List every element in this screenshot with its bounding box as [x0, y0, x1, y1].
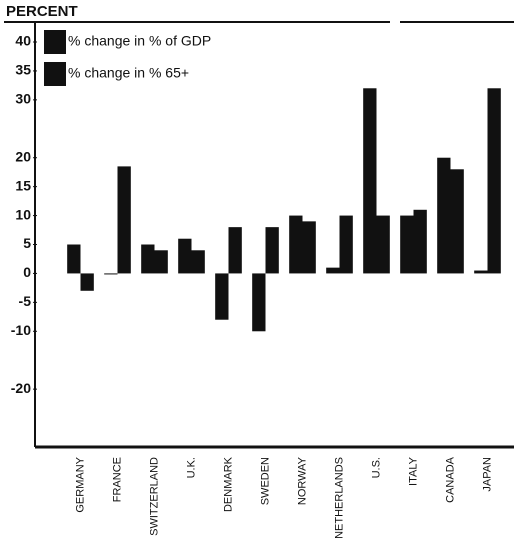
x-tick-label: SWITZERLAND — [148, 457, 160, 536]
legend-swatch — [44, 62, 66, 86]
bar — [67, 244, 81, 274]
chart-title: PERCENT — [6, 3, 78, 20]
bar — [104, 273, 118, 275]
x-tick-label: U.S. — [370, 457, 382, 478]
y-tick-label: 0 — [23, 264, 31, 280]
x-tick-label: DENMARK — [222, 456, 234, 512]
bar — [450, 169, 464, 274]
bar — [215, 273, 229, 320]
x-tick-label: NORWAY — [296, 456, 308, 505]
y-tick-label: 35 — [15, 62, 31, 78]
legend-label: % change in % of GDP — [68, 33, 211, 49]
bar — [80, 273, 94, 291]
bar — [474, 270, 488, 274]
y-tick-label: 15 — [15, 177, 31, 193]
bar — [154, 250, 168, 274]
y-tick-label: -20 — [11, 380, 31, 396]
bar — [376, 215, 390, 274]
y-tick-label: -10 — [11, 322, 31, 338]
bar — [400, 215, 414, 274]
bar — [117, 166, 131, 274]
x-tick-label: FRANCE — [111, 457, 123, 502]
bar — [191, 250, 205, 274]
bar — [487, 88, 501, 274]
bar — [141, 244, 155, 274]
bar — [437, 157, 451, 274]
x-tick-label: ITALY — [407, 456, 419, 486]
legend-label: % change in % 65+ — [68, 65, 189, 81]
bar — [228, 227, 242, 274]
y-tick-label: 30 — [15, 91, 31, 107]
legend-swatch — [44, 30, 66, 54]
x-tick-label: NETHERLANDS — [333, 457, 345, 539]
bar — [339, 215, 353, 274]
x-tick-label: JAPAN — [481, 457, 493, 492]
bar — [289, 215, 303, 274]
y-tick-label: 40 — [15, 33, 31, 49]
x-tick-label: U.K. — [185, 457, 197, 478]
bar — [413, 209, 427, 274]
y-tick-label: 20 — [15, 148, 31, 164]
y-tick-label: -5 — [19, 293, 32, 309]
x-tick-label: SWEDEN — [259, 457, 271, 505]
x-tick-label: CANADA — [444, 456, 456, 503]
bar — [363, 88, 377, 274]
y-tick-label: 5 — [23, 235, 31, 251]
bar — [252, 273, 266, 332]
bar — [326, 267, 340, 274]
x-tick-label: GERMANY — [74, 456, 86, 512]
bar — [302, 221, 316, 274]
bar — [178, 238, 192, 274]
y-tick-label: 10 — [15, 206, 31, 222]
bar — [265, 227, 279, 274]
